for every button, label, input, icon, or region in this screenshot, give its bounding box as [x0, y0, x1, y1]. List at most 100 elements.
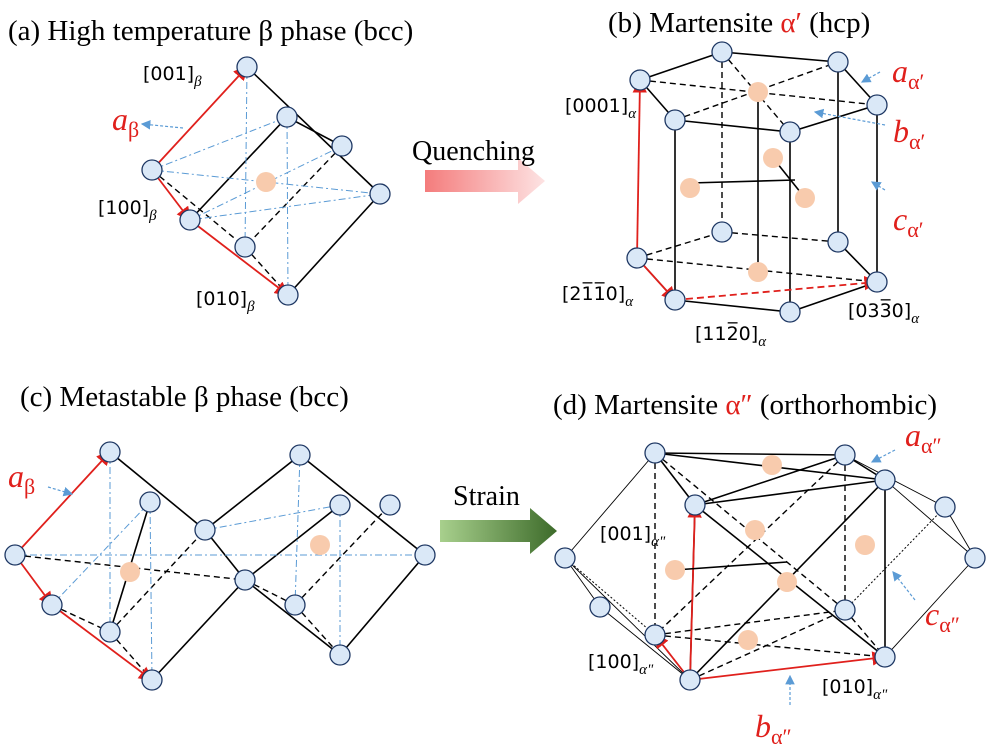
atom [629, 69, 651, 91]
center-atom [855, 535, 875, 555]
label-sub: β [246, 299, 255, 315]
label-sub: β [128, 117, 139, 142]
atom [234, 236, 256, 258]
atom [99, 621, 121, 643]
atom [934, 496, 956, 518]
label-text: [001] [143, 63, 194, 85]
atom [827, 231, 849, 253]
bond [204, 504, 341, 531]
label-sub: α″ [939, 612, 960, 637]
atom [284, 594, 306, 616]
center-atom [748, 262, 768, 282]
bond [244, 579, 341, 656]
atom [866, 271, 888, 293]
label-sub: α [625, 294, 634, 310]
center-atom [738, 630, 758, 650]
atom [679, 669, 701, 691]
center-atom [680, 178, 700, 198]
lattice-label: aα″ [905, 417, 942, 458]
arrow-label: Strain [453, 481, 520, 512]
bond [189, 145, 343, 221]
direction-label: [033̅0]α [848, 298, 920, 327]
atom [711, 41, 733, 63]
label-sub: α′ [909, 129, 925, 154]
direction-label: [100]α" [588, 651, 654, 678]
center-atom [120, 562, 140, 582]
label-text: b [893, 113, 909, 149]
atom [711, 221, 733, 243]
direction-arrow [674, 275, 879, 301]
atom [277, 284, 299, 306]
bond [339, 554, 426, 656]
atom [289, 444, 311, 466]
lattice-drawings [4, 41, 986, 705]
label-sub: β [193, 74, 202, 90]
bond [789, 104, 878, 133]
atom [141, 159, 163, 181]
bond [721, 51, 839, 63]
title-text: (d) Martensite [553, 389, 725, 421]
direction-arrow [687, 503, 702, 681]
center-atom [762, 455, 782, 475]
atom [644, 624, 666, 646]
bond [109, 529, 206, 633]
bond [189, 116, 288, 221]
lattice-label: cα″ [925, 596, 960, 637]
center-atom [777, 572, 797, 592]
label-text: a [8, 458, 24, 494]
bond [299, 454, 426, 556]
atom [179, 209, 201, 231]
center-atom [795, 188, 815, 208]
bond [674, 561, 788, 571]
bond [689, 179, 796, 184]
atom [684, 494, 706, 516]
bond [654, 452, 696, 506]
quenching-arrow [425, 158, 545, 204]
title-text: (hcp) [802, 7, 870, 39]
bond [789, 281, 878, 313]
label-text: c [893, 201, 907, 237]
atom [554, 547, 576, 569]
label-text: a [892, 53, 908, 89]
direction-label: [100]β [98, 197, 157, 224]
label-text: a [905, 417, 921, 453]
title-highlight: α′ [780, 7, 802, 39]
lattice-label: bα′ [893, 113, 925, 154]
label-sub: α′ [907, 217, 923, 242]
atom [276, 106, 298, 128]
bond [639, 51, 723, 81]
direction-label: [0001]α [565, 95, 637, 122]
atom [827, 51, 849, 73]
label-text: [21̅1̅0] [562, 281, 625, 305]
direction-label: [001]β [143, 63, 202, 90]
pointer-arrow [892, 571, 916, 601]
title-highlight: α″ [725, 389, 752, 421]
atom [964, 547, 986, 569]
atom [194, 519, 216, 541]
direction-label: [010]α" [822, 676, 888, 703]
direction-arrow [151, 65, 249, 171]
bond [51, 501, 151, 606]
bond [244, 145, 343, 248]
direction-label: [001]α" [600, 523, 666, 550]
label-sub: α [628, 106, 637, 122]
atom [874, 646, 896, 668]
lattice-label: aβ [112, 101, 139, 142]
atom [779, 121, 801, 143]
bond [884, 557, 976, 658]
title-text: (b) Martensite [608, 7, 780, 39]
direction-arrow [14, 450, 112, 556]
bond [654, 634, 886, 658]
bond [884, 479, 976, 559]
bond [564, 452, 656, 559]
atom [141, 669, 163, 691]
bond [564, 557, 691, 681]
center-atom [256, 172, 276, 192]
label-sub: α" [651, 534, 666, 550]
center-atom [763, 148, 783, 168]
atom [664, 109, 686, 131]
center-atom [310, 535, 330, 555]
bond [636, 231, 723, 259]
strain-arrow [440, 508, 557, 554]
pointer-arrow [870, 181, 886, 191]
